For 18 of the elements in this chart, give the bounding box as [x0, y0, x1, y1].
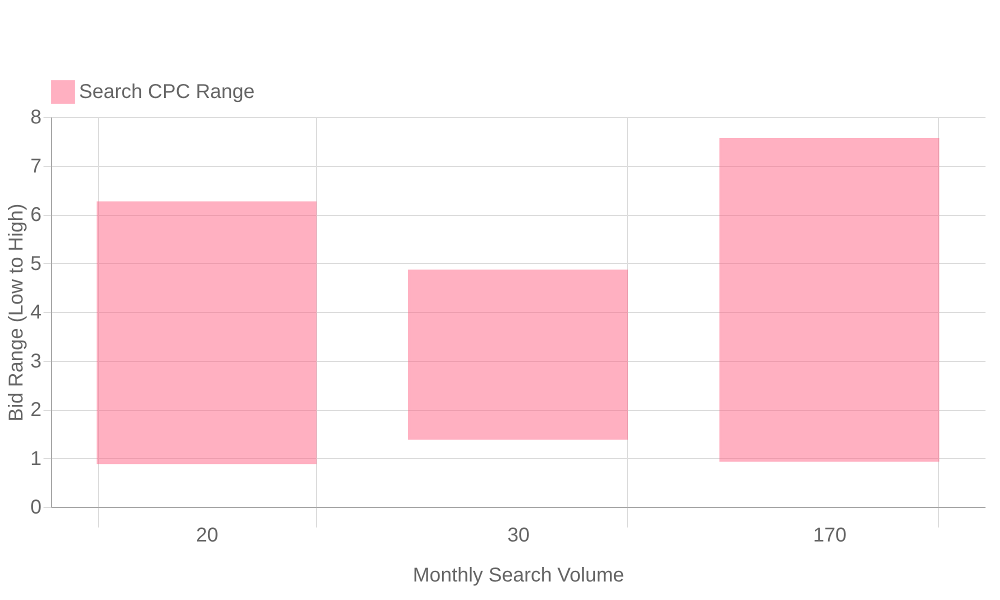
- bar: [96, 201, 317, 464]
- y-tick-label: 6: [30, 204, 42, 226]
- x-tick-label: 170: [813, 524, 847, 546]
- bar: [408, 270, 628, 440]
- y-tick-label: 1: [30, 448, 42, 470]
- y-tick-label: 0: [30, 496, 42, 518]
- x-tick-label: 20: [196, 524, 218, 546]
- y-tick-label: 8: [30, 106, 42, 128]
- y-tick-label: 7: [30, 155, 42, 178]
- x-tick-label: 30: [507, 524, 530, 546]
- legend-label: Search CPC Range: [79, 81, 255, 103]
- y-tick-label: 3: [30, 350, 42, 372]
- y-axis-title: Bid Range (Low to High): [5, 204, 28, 422]
- x-axis-title: Monthly Search Volume: [412, 564, 624, 586]
- y-tick-label: 2: [30, 399, 42, 421]
- y-tick-label: 4: [30, 302, 42, 324]
- y-tick-label: 5: [30, 252, 42, 275]
- bar: [719, 138, 940, 462]
